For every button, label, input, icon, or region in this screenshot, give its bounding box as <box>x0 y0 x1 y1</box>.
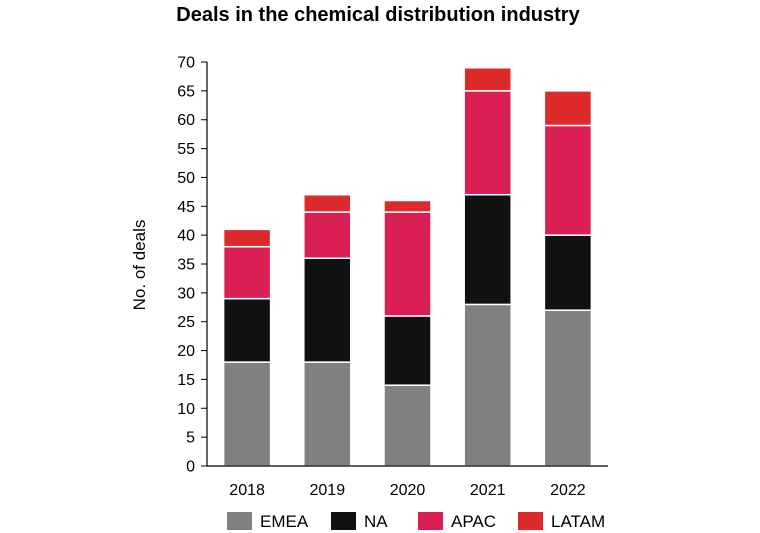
bar-na-2018 <box>222 297 272 363</box>
legend-label-na: NA <box>364 512 388 531</box>
legend-label-latam: LATAM <box>551 512 605 531</box>
y-tick-label: 60 <box>177 112 195 129</box>
y-tick-label: 35 <box>177 257 195 274</box>
y-axis-label: No. of deals <box>130 220 149 311</box>
bar-latam-2019 <box>303 193 352 213</box>
legend-swatch-emea <box>227 512 252 530</box>
bar-emea-2021 <box>463 303 512 467</box>
bar-emea-2020 <box>383 384 432 467</box>
bar-na-2020 <box>383 315 432 386</box>
bar-emea-2019 <box>303 361 352 467</box>
bar-na-2019 <box>303 257 352 363</box>
y-tick-label: 20 <box>177 343 195 360</box>
bar-latam-2022 <box>543 90 593 127</box>
y-tick-label: 70 <box>177 55 195 72</box>
y-tick-label: 50 <box>177 170 195 187</box>
legend-swatch-apac <box>418 512 443 530</box>
y-tick-label: 10 <box>177 401 195 418</box>
x-tick-label: 2018 <box>229 482 265 499</box>
y-tick-label: 55 <box>177 141 195 158</box>
bar-latam-2020 <box>383 199 432 213</box>
x-tick-label: 2019 <box>310 482 346 499</box>
x-tick-label: 2021 <box>470 482 506 499</box>
y-tick-label: 0 <box>186 459 195 476</box>
bar-na-2022 <box>543 234 593 311</box>
bar-apac-2022 <box>543 124 593 236</box>
bar-latam-2018 <box>222 228 272 248</box>
bar-apac-2018 <box>222 245 272 300</box>
legend-label-apac: APAC <box>451 512 496 531</box>
legend-swatch-latam <box>518 512 543 530</box>
bar-apac-2020 <box>383 211 432 317</box>
bar-emea-2018 <box>222 361 272 467</box>
y-tick-label: 45 <box>177 199 195 216</box>
bar-latam-2021 <box>463 67 512 92</box>
y-tick-label: 25 <box>177 314 195 331</box>
y-tick-label: 65 <box>177 83 195 100</box>
bar-apac-2021 <box>463 90 512 196</box>
x-tick-label: 2020 <box>390 482 426 499</box>
y-tick-label: 5 <box>186 430 195 447</box>
x-tick-label: 2022 <box>550 482 586 499</box>
bar-na-2021 <box>463 193 512 306</box>
bar-emea-2022 <box>543 309 593 467</box>
y-tick-label: 15 <box>177 372 195 389</box>
bar-apac-2019 <box>303 211 352 259</box>
legend-label-emea: EMEA <box>260 512 309 531</box>
chart-title: Deals in the chemical distribution indus… <box>176 4 580 26</box>
legend-swatch-na <box>331 512 356 530</box>
y-tick-label: 40 <box>177 228 195 245</box>
y-tick-label: 30 <box>177 285 195 302</box>
